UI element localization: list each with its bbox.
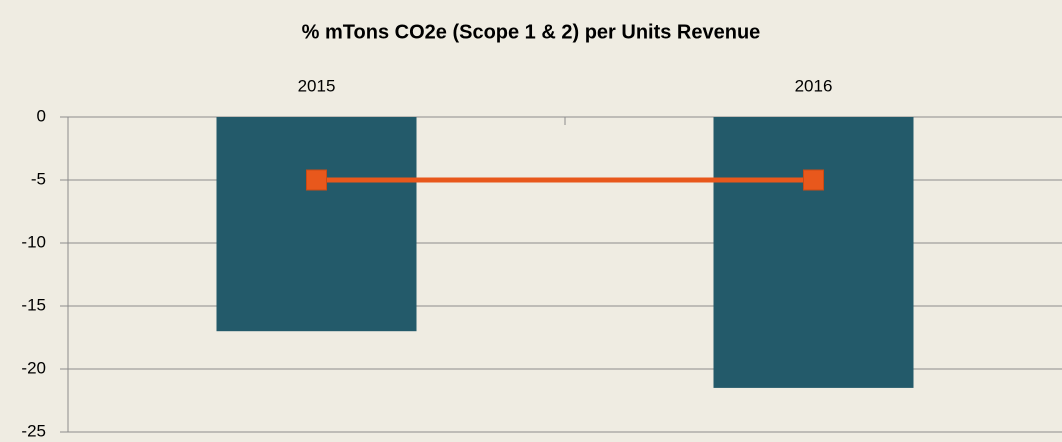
line-marker xyxy=(803,169,824,191)
line-marker xyxy=(306,169,327,191)
y-tick-label: -25 xyxy=(21,421,46,440)
y-tick-label: -10 xyxy=(21,232,46,251)
y-tick-label: -20 xyxy=(21,358,46,377)
y-tick-label: -15 xyxy=(21,295,46,314)
x-tick-label: 2016 xyxy=(795,76,833,95)
y-tick-label: 0 xyxy=(37,106,46,125)
y-tick-label: -5 xyxy=(31,169,46,188)
chart-title: % mTons CO2e (Scope 1 & 2) per Units Rev… xyxy=(302,21,761,43)
bar xyxy=(713,117,914,388)
bar xyxy=(216,117,417,332)
x-tick-label: 2015 xyxy=(298,76,336,95)
